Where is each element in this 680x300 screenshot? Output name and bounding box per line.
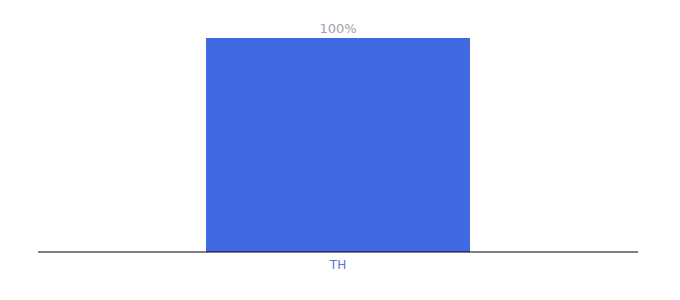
svg-text:100%: 100%	[319, 21, 356, 36]
svg-text:TH: TH	[329, 258, 346, 272]
